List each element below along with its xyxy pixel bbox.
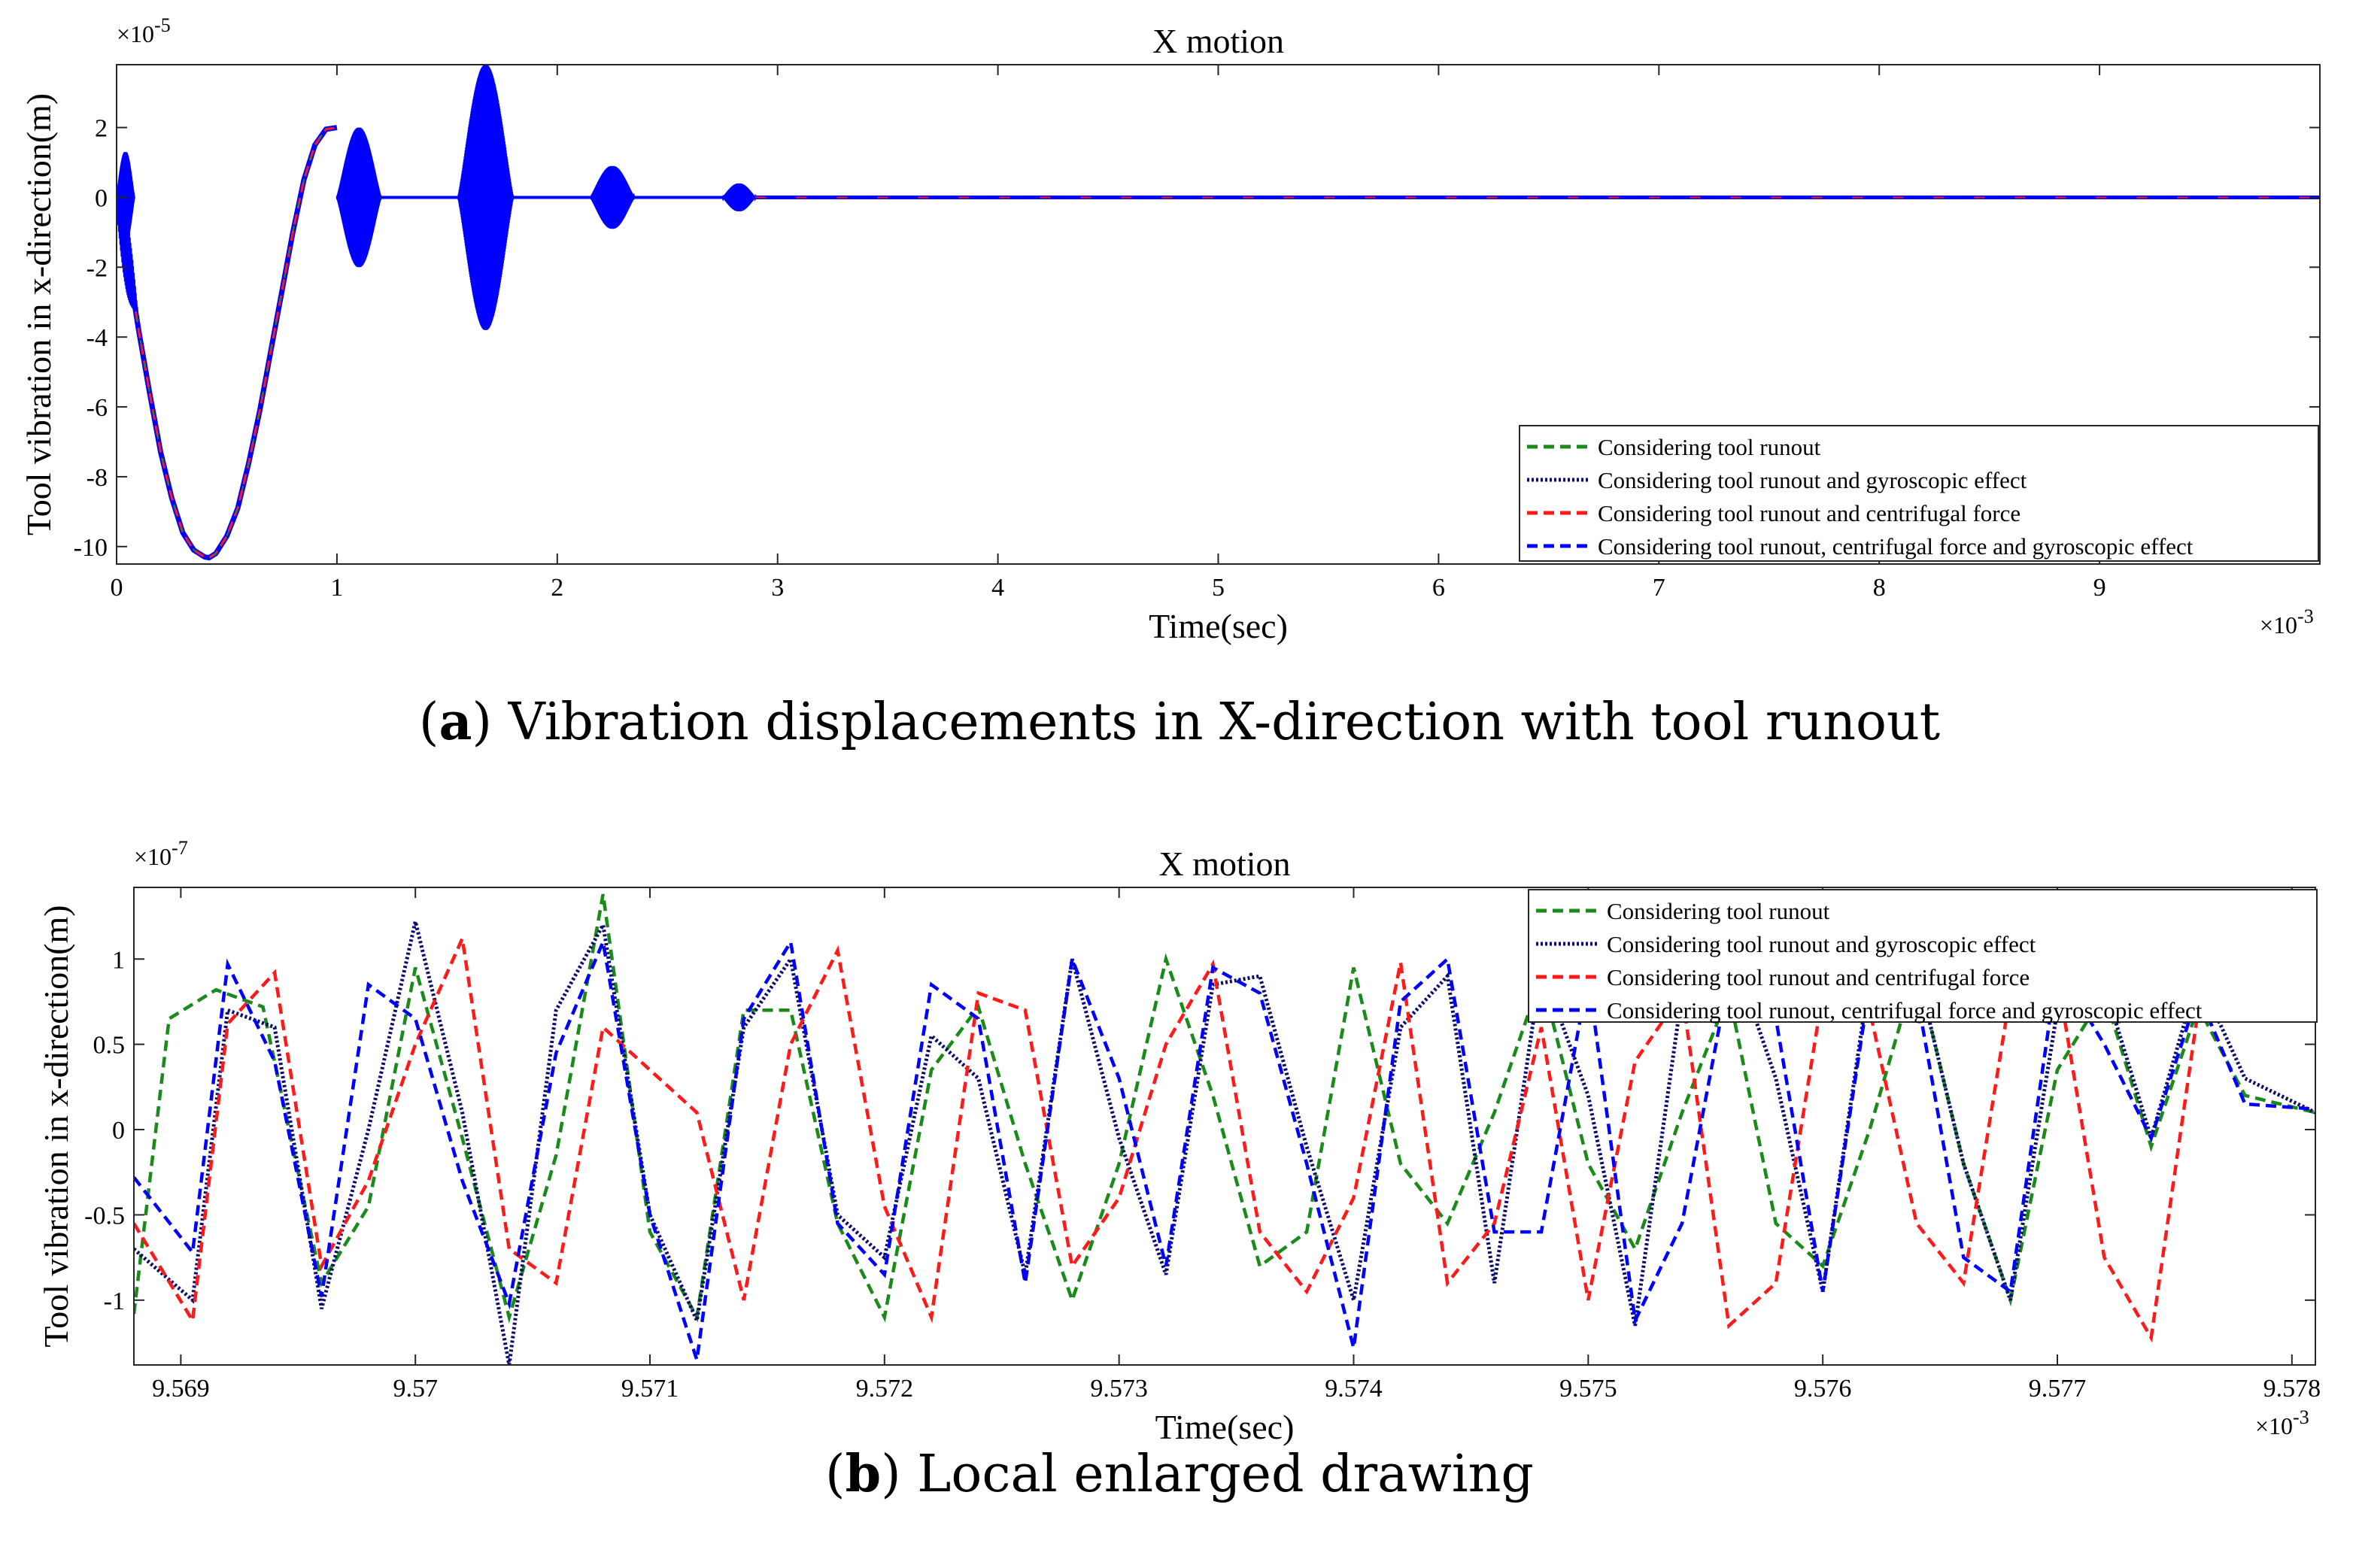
y-tick-label-3: 0.5 [93,1032,126,1060]
burst-3 [589,165,636,229]
legend: Considering tool runout Considering tool … [1519,425,2319,562]
y-tick-label-0: -1 [104,1287,125,1315]
y-tick-label-0: -10 [74,534,108,562]
y-multiplier: ×10-5 [117,14,171,47]
series-line-green [117,126,338,559]
x-axis-label: Time(sec) [1155,1408,1295,1446]
y-tick-label-6: 2 [95,115,108,143]
x-tick-label-0: 0 [111,574,123,602]
legend-label-0: Considering tool runout [1607,898,1830,924]
y-axis-label: Tool vibration in x-direction(m) [37,905,75,1347]
legend: Considering tool runout Considering tool … [1528,889,2318,1024]
chart-a: 0 1 2 3 4 5 6 7 8 9 -10 -8 -6 -4 -2 0 2 X motion Time(sec)… [20,14,2321,645]
x-tick-label-0: 9.569 [152,1375,210,1403]
legend-box [1519,425,2319,562]
x-tick-label-2: 9.571 [621,1375,679,1403]
data-layer [117,65,2320,561]
x-tick-label-9: 9 [2093,574,2106,602]
x-axis-label: Time(sec) [1149,607,1288,645]
series-line-2 [134,933,2315,1343]
x-tick-label-8: 8 [1873,574,1886,602]
legend-box [1528,889,2318,1023]
x-tick-label-1: 1 [330,574,343,602]
y-tick-label-3: -4 [87,324,108,352]
caption-a: (a) Vibration displacements in X-directi… [418,692,1941,752]
x-tick-label-5: 9.574 [1325,1375,1383,1403]
legend-label-3: Considering tool runout, centrifugal for… [1598,533,2194,560]
chart-title: X motion [1152,22,1284,60]
x-tick-label-9: 9.578 [2263,1375,2321,1403]
burst-2 [457,65,515,330]
x-multiplier: ×10-3 [2260,605,2314,638]
legend-label-1: Considering tool runout and gyroscopic e… [1607,931,2036,957]
chart-b: 9.569 9.57 9.571 9.572 9.573 9.574 9.575 9.576 9… [37,837,2321,1446]
x-tick-label-8: 9.577 [2029,1375,2087,1403]
x-tick-label-6: 9.575 [1559,1375,1617,1403]
legend-label-3: Considering tool runout, centrifugal for… [1607,997,2203,1024]
x-tick-label-7: 9.576 [1794,1375,1852,1403]
y-tick-label-5: 0 [95,184,108,212]
x-tick-label-5: 5 [1212,574,1225,602]
y-axis-label: Tool vibration in x-direction(m) [20,93,58,535]
y-tick-label-1: -8 [87,464,108,492]
series-line-3 [134,936,2315,1360]
caption-b-text: Local enlarged drawing [917,1445,1534,1504]
legend-label-2: Considering tool runout and centrifugal … [1598,500,2020,526]
x-tick-label-4: 4 [991,574,1004,602]
y-tick-label-4: 1 [112,946,125,974]
legend-label-2: Considering tool runout and centrifugal … [1607,964,2030,990]
axes-box [133,887,2316,1366]
x-tick-label-3: 3 [771,574,784,602]
chart-title: X motion [1158,845,1290,883]
y-tick-label-1: -0.5 [84,1202,125,1230]
caption-b: (b) Local enlarged drawing [825,1444,1534,1504]
burst-4 [721,183,757,212]
x-tick-label-3: 9.572 [856,1375,914,1403]
x-exponent: -3 [2293,1406,2309,1428]
y-exponent: -5 [154,14,171,36]
x-tick-label-6: 6 [1432,574,1445,602]
caption-b-label: b [845,1444,882,1504]
x-exponent: -3 [2297,605,2314,627]
x-tick-label-1: 9.57 [393,1375,438,1403]
legend-label-1: Considering tool runout and gyroscopic e… [1598,467,2027,493]
caption-a-text: Vibration displacements in X-direction w… [508,693,1941,752]
y-exponent: -7 [172,837,188,859]
initial-burst [117,196,138,311]
x-multiplier: ×10-3 [2255,1406,2309,1439]
x-tick-label-2: 2 [551,574,563,602]
data-layer [134,893,2315,1365]
series-line-1 [134,919,2315,1365]
y-tick-label-2: -6 [87,394,108,422]
y-tick-label-2: 0 [112,1117,125,1145]
y-tick-label-4: -2 [87,254,108,282]
burst-1 [335,127,382,268]
legend-label-0: Considering tool runout [1598,434,1821,460]
y-multiplier: ×10-7 [134,837,188,870]
x-tick-label-7: 7 [1653,574,1665,602]
x-tick-label-4: 9.573 [1090,1375,1148,1403]
caption-a-label: a [439,692,472,752]
